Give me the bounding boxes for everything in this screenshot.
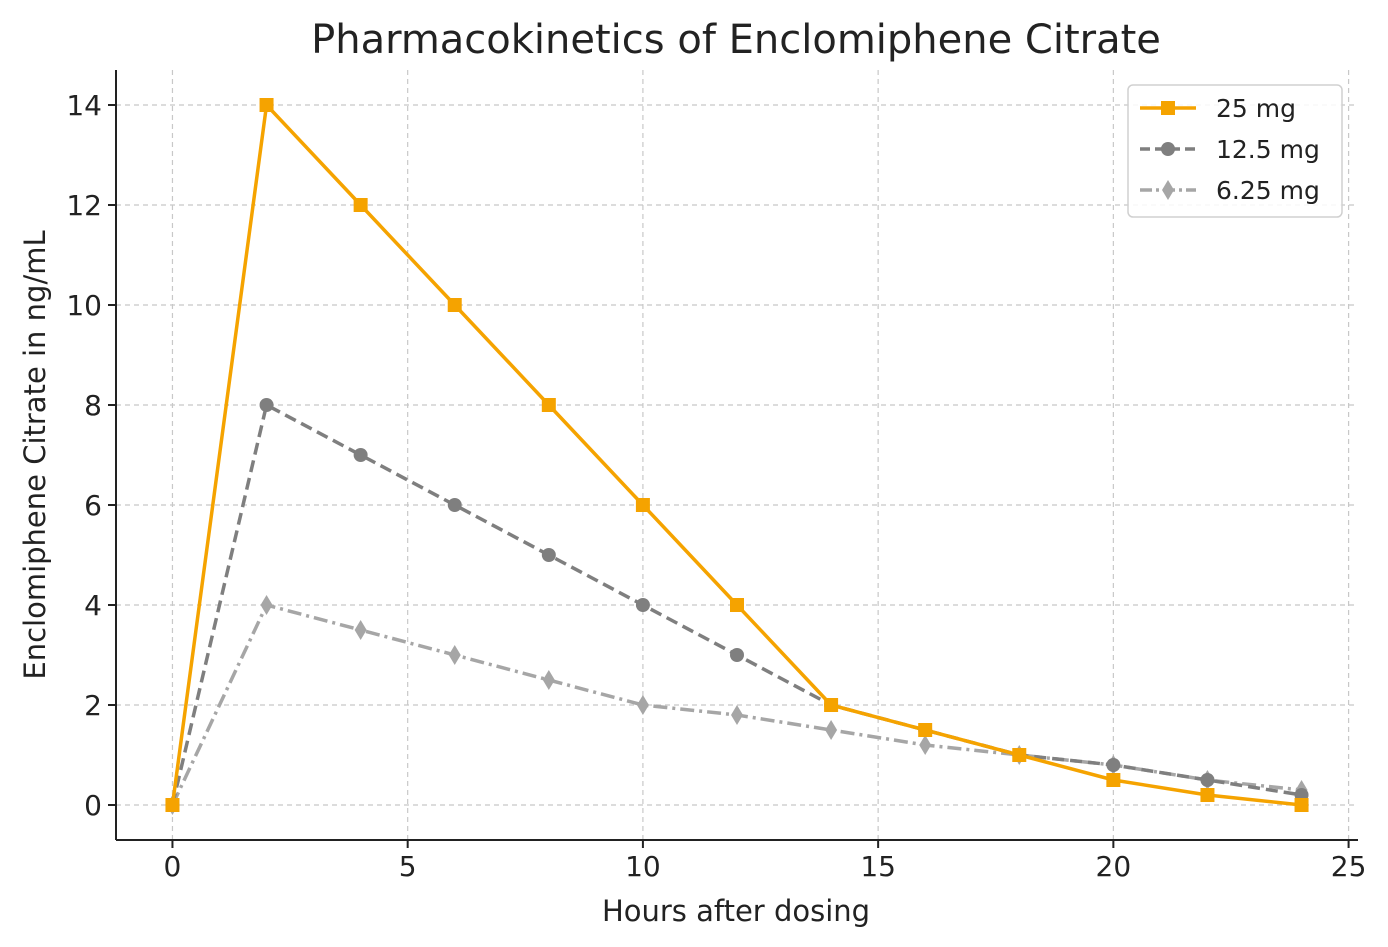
data-point <box>1294 798 1309 812</box>
legend-marker <box>1161 142 1175 156</box>
chart-title: Pharmacokinetics of Enclomiphene Citrate <box>311 17 1161 63</box>
data-point <box>730 648 744 662</box>
legend-item-12-5-mg: 12.5 mg <box>1140 135 1320 164</box>
data-point <box>447 298 462 312</box>
data-point <box>824 698 839 712</box>
data-point <box>260 595 273 615</box>
data-point <box>259 98 274 112</box>
data-point <box>635 598 650 612</box>
data-point <box>354 620 367 640</box>
legend-marker <box>1161 101 1175 115</box>
plot-frame <box>115 70 1358 841</box>
y-tick-label: 4 <box>84 589 102 622</box>
y-tick-label: 6 <box>84 489 102 522</box>
x-axis: 0 5 10 15 20 25 <box>164 840 1367 883</box>
data-point <box>1106 758 1121 772</box>
y-axis-label: Enclomiphene Citrate in ng/mL <box>18 230 52 679</box>
x-axis-label: Hours after dosing <box>602 894 870 928</box>
y-tick-label: 12 <box>66 189 102 222</box>
data-point <box>635 498 650 512</box>
data-point <box>542 670 555 690</box>
x-tick-label: 20 <box>1096 850 1132 883</box>
legend-marker <box>1162 180 1174 200</box>
data-point <box>1012 748 1027 762</box>
y-tick-label: 8 <box>84 389 102 422</box>
x-tick-label: 5 <box>399 850 417 883</box>
data-point <box>919 735 932 755</box>
x-tick-label: 15 <box>860 850 896 883</box>
data-point <box>730 598 744 612</box>
y-tick-label: 10 <box>66 289 102 322</box>
legend-label: 6.25 mg <box>1216 176 1320 205</box>
legend: 25 mg 12.5 mg 6.25 mg <box>1127 84 1343 218</box>
data-point <box>1200 773 1215 787</box>
data-point <box>541 548 556 562</box>
x-tick-label: 0 <box>164 850 182 883</box>
data-point <box>825 720 838 740</box>
y-tick-label: 2 <box>84 689 102 722</box>
data-point <box>1106 773 1121 787</box>
data-point <box>353 448 368 462</box>
y-axis: 0 2 4 6 8 10 12 14 <box>66 89 116 822</box>
series-25-mg <box>165 98 1309 812</box>
data-point <box>353 198 368 212</box>
series-layer <box>165 98 1309 815</box>
data-point <box>731 705 743 725</box>
data-point <box>447 498 462 512</box>
x-tick-label: 10 <box>625 850 661 883</box>
y-tick-label: 0 <box>84 789 102 822</box>
x-tick-label: 25 <box>1331 850 1367 883</box>
data-point <box>165 798 180 812</box>
data-point <box>448 645 461 665</box>
data-point <box>1200 788 1215 802</box>
data-point <box>918 723 933 737</box>
data-point <box>636 695 649 715</box>
legend-label: 12.5 mg <box>1216 135 1320 164</box>
legend-item-25-mg: 25 mg <box>1140 94 1296 123</box>
y-tick-label: 14 <box>66 89 102 122</box>
legend-box <box>1127 84 1343 218</box>
data-point <box>259 398 274 412</box>
legend-item-6-25-mg: 6.25 mg <box>1140 176 1320 205</box>
data-point <box>541 398 556 412</box>
legend-label: 25 mg <box>1216 94 1296 123</box>
